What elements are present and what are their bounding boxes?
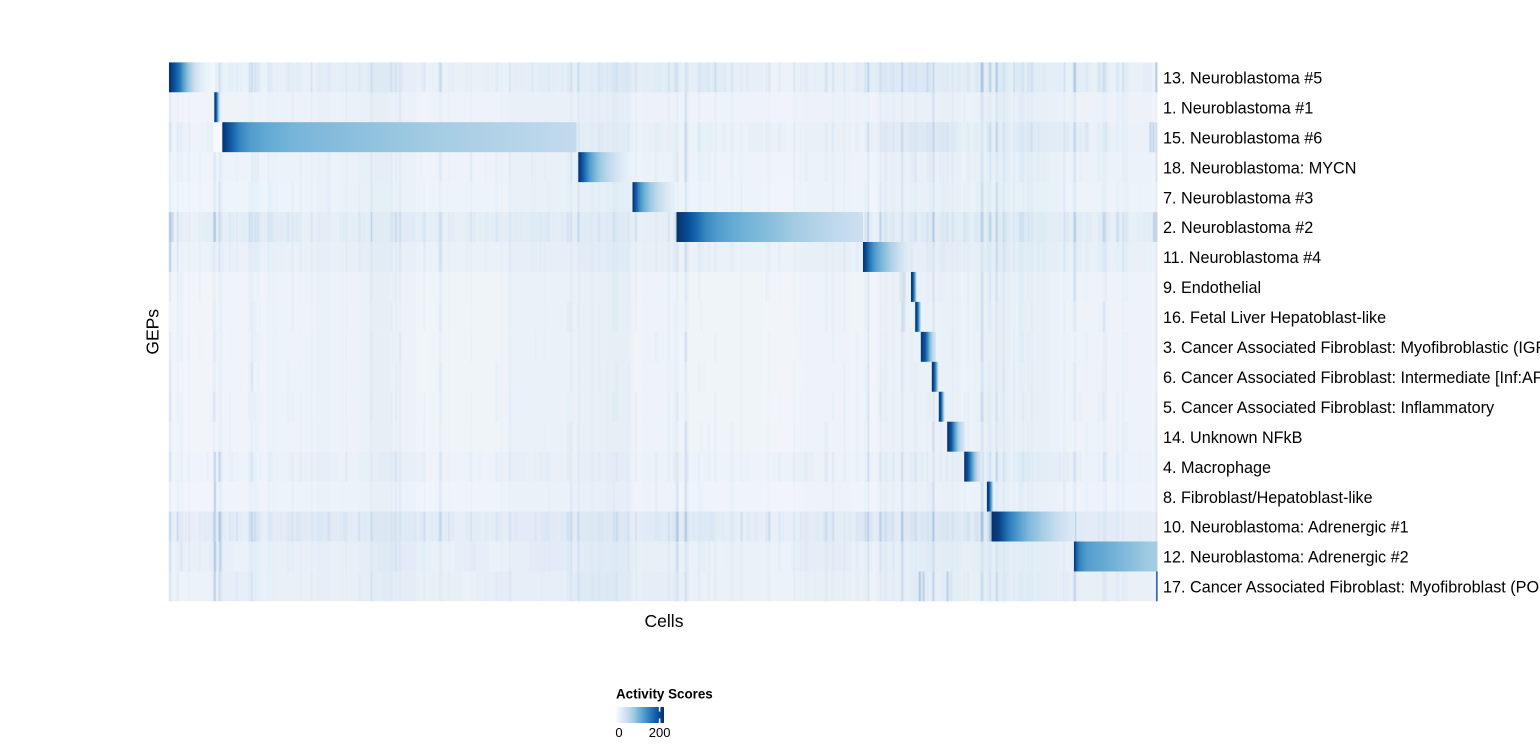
svg-text:4. Macrophage: 4. Macrophage [1163,459,1271,477]
svg-text:6. Cancer Associated Fibroblas: 6. Cancer Associated Fibroblast: Interme… [1163,369,1540,387]
svg-text:GEPs: GEPs [143,309,163,355]
svg-text:5. Cancer Associated Fibroblas: 5. Cancer Associated Fibroblast: Inflamm… [1163,399,1495,417]
svg-text:10. Neuroblastoma: Adrenergic: 10. Neuroblastoma: Adrenergic #1 [1163,519,1409,537]
svg-text:15. Neuroblastoma #6: 15. Neuroblastoma #6 [1163,129,1322,147]
svg-text:11. Neuroblastoma #4: 11. Neuroblastoma #4 [1163,249,1321,267]
svg-text:9. Endothelial: 9. Endothelial [1163,279,1261,297]
svg-text:1. Neuroblastoma #1: 1. Neuroblastoma #1 [1163,99,1313,117]
svg-text:Activity Scores: Activity Scores [616,687,713,702]
svg-text:13. Neuroblastoma #5: 13. Neuroblastoma #5 [1163,70,1322,88]
svg-text:8. Fibroblast/Hepatoblast-like: 8. Fibroblast/Hepatoblast-like [1163,489,1373,507]
svg-text:3. Cancer Associated Fibroblas: 3. Cancer Associated Fibroblast: Myofibr… [1163,339,1540,357]
svg-text:7. Neuroblastoma #3: 7. Neuroblastoma #3 [1163,189,1313,207]
svg-text:14. Unknown NFkB: 14. Unknown NFkB [1163,429,1302,447]
svg-text:12. Neuroblastoma: Adrenergic: 12. Neuroblastoma: Adrenergic #2 [1163,549,1409,567]
svg-text:Cells: Cells [645,611,684,631]
svg-text:0: 0 [615,725,622,740]
svg-text:18. Neuroblastoma: MYCN: 18. Neuroblastoma: MYCN [1163,159,1356,177]
svg-text:17. Cancer Associated Fibrobla: 17. Cancer Associated Fibroblast: Myofib… [1163,579,1540,597]
svg-text:200: 200 [649,725,671,740]
svg-text:16. Fetal Liver Hepatoblast-li: 16. Fetal Liver Hepatoblast-like [1163,309,1386,327]
svg-text:2. Neuroblastoma #2: 2. Neuroblastoma #2 [1163,219,1313,237]
